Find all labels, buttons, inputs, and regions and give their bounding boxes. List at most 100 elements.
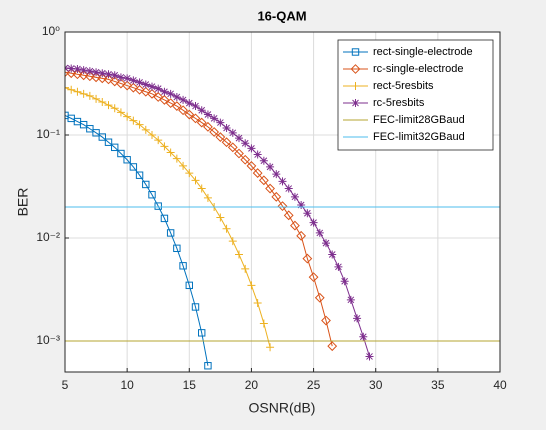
- marker: [314, 292, 325, 303]
- marker: [185, 99, 194, 108]
- marker: [203, 121, 213, 132]
- marker: [259, 156, 268, 165]
- marker: [303, 209, 312, 218]
- marker: [190, 113, 201, 124]
- marker: [351, 48, 360, 56]
- legend-label: FEC-limit32GBaud: [373, 131, 465, 143]
- marker: [104, 70, 113, 79]
- marker: [247, 144, 256, 153]
- marker: [128, 82, 139, 93]
- marker: [148, 82, 156, 91]
- marker: [266, 343, 275, 352]
- marker: [153, 92, 164, 102]
- marker: [222, 123, 231, 132]
- marker: [85, 91, 94, 100]
- marker: [173, 244, 181, 253]
- marker: [91, 72, 101, 83]
- marker: [315, 228, 324, 237]
- marker: [328, 250, 337, 259]
- x-tick-label: 25: [307, 378, 321, 392]
- marker: [353, 314, 362, 323]
- marker: [148, 191, 156, 199]
- marker: [123, 112, 132, 121]
- legend-box: [337, 39, 494, 151]
- marker: [278, 177, 287, 186]
- marker: [79, 89, 88, 98]
- marker: [351, 99, 360, 107]
- marker: [154, 84, 163, 93]
- marker: [98, 69, 107, 78]
- marker: [172, 92, 181, 101]
- y-tick-label: 10⁰: [42, 24, 60, 38]
- marker: [104, 138, 113, 146]
- marker: [184, 109, 195, 120]
- marker: [142, 180, 150, 189]
- y-tick-label: 10⁻¹: [36, 127, 60, 141]
- marker: [350, 64, 361, 74]
- marker: [117, 149, 125, 158]
- legend-label: rect-5resbits: [373, 80, 434, 92]
- x-tick-label: 5: [62, 378, 69, 392]
- marker: [191, 102, 200, 111]
- x-axis-label: OSNR(dB): [249, 400, 316, 416]
- marker: [246, 161, 257, 171]
- marker: [160, 87, 169, 96]
- marker: [302, 253, 313, 264]
- marker: [166, 148, 175, 157]
- marker: [309, 218, 318, 227]
- marker: [141, 80, 150, 89]
- marker: [109, 76, 120, 87]
- marker: [253, 150, 262, 159]
- y-tick-label: 10⁻³: [36, 333, 60, 347]
- marker: [73, 65, 82, 74]
- marker: [308, 272, 319, 283]
- marker: [265, 183, 275, 194]
- marker: [65, 83, 69, 92]
- marker: [209, 127, 220, 137]
- legend-label: rc-single-electrode: [373, 63, 463, 75]
- marker: [103, 74, 114, 85]
- marker: [123, 156, 131, 164]
- marker: [147, 88, 157, 99]
- marker: [252, 168, 263, 178]
- marker: [234, 148, 244, 159]
- marker: [247, 281, 256, 290]
- marker: [178, 105, 188, 116]
- marker: [203, 110, 212, 119]
- marker: [110, 71, 119, 80]
- marker: [283, 210, 294, 221]
- marker: [221, 137, 232, 148]
- legend-label: FEC-limit28GBaud: [373, 114, 465, 126]
- marker: [235, 250, 243, 259]
- legend: rect-single-electrode rc-single-electrode…: [337, 39, 494, 151]
- marker: [196, 117, 207, 128]
- marker: [197, 106, 206, 115]
- marker: [228, 237, 237, 246]
- marker: [277, 201, 288, 212]
- marker: [191, 303, 200, 311]
- x-tick-label: 35: [431, 378, 445, 392]
- y-axis-label: BER: [15, 188, 31, 217]
- chart-title: 16-QAM: [257, 8, 306, 23]
- legend-label: rc-5resbits: [373, 97, 425, 109]
- marker: [165, 98, 176, 109]
- marker: [129, 76, 138, 85]
- marker: [154, 202, 162, 210]
- marker: [204, 362, 212, 370]
- marker: [228, 128, 237, 137]
- marker: [346, 295, 355, 304]
- marker: [122, 80, 133, 91]
- marker: [185, 281, 193, 290]
- marker: [79, 120, 88, 129]
- marker: [72, 69, 83, 80]
- marker: [97, 73, 108, 84]
- marker: [266, 162, 275, 171]
- marker: [123, 74, 132, 83]
- marker: [73, 87, 82, 96]
- marker: [104, 101, 113, 110]
- series-line: [65, 87, 271, 348]
- marker: [92, 94, 101, 103]
- marker: [191, 176, 200, 185]
- marker: [79, 66, 88, 75]
- marker: [148, 130, 156, 139]
